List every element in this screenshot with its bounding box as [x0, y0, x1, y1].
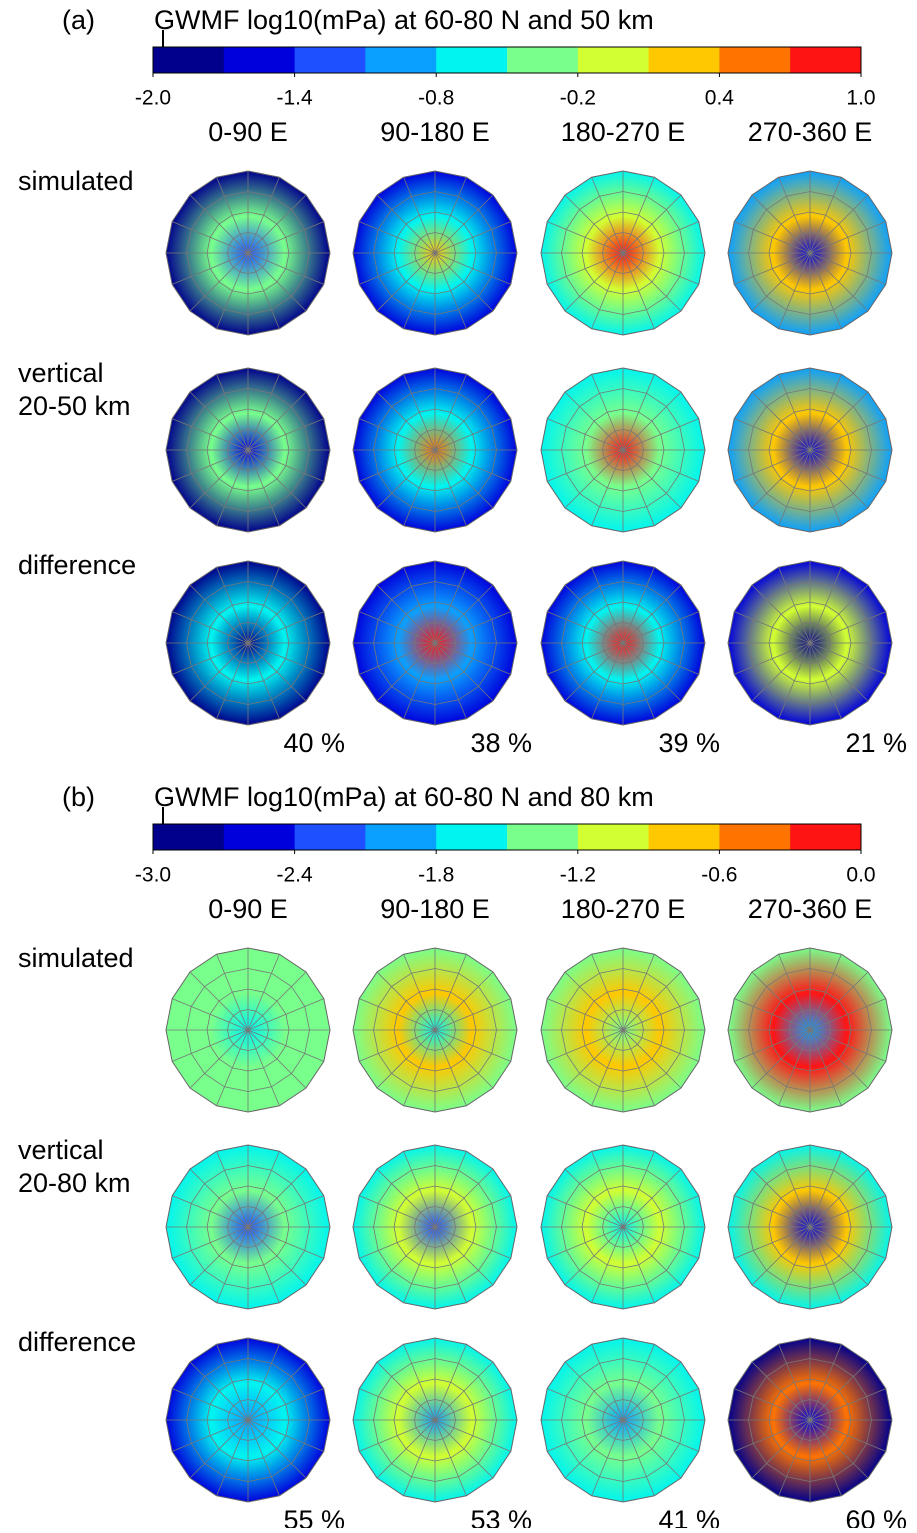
colorbar-tick-label: 0.4	[705, 87, 735, 110]
column-header: 0-90 E	[208, 117, 288, 147]
panel-label: (b)	[62, 782, 95, 812]
colorbar-tick-label: -0.2	[560, 87, 596, 110]
polar-spoke	[172, 418, 324, 482]
column-header: 270-360 E	[748, 894, 873, 924]
polar-spoke	[359, 998, 511, 1062]
percent-label: 60 %	[845, 1505, 907, 1528]
colorbar-swatch	[648, 47, 720, 73]
polar-spoke	[172, 221, 324, 285]
polar-spoke	[734, 221, 886, 285]
colorbar-swatch	[719, 47, 791, 73]
polar-spoke	[734, 1388, 886, 1452]
polar-spoke	[734, 1195, 886, 1259]
colorbar-swatch	[436, 824, 508, 850]
polar-spoke	[734, 611, 886, 675]
polar-spoke	[172, 998, 324, 1062]
row-label: simulated	[18, 166, 134, 196]
colorbar-tick-label: -2.0	[135, 87, 171, 110]
percent-label: 21 %	[845, 728, 907, 758]
row-label: simulated	[18, 943, 134, 973]
panel-title: GWMF log10(mPa) at 60-80 N and 50 km	[154, 5, 654, 35]
colorbar-swatch	[153, 47, 225, 73]
colorbar-swatch	[648, 824, 720, 850]
percent-label: 55 %	[283, 1505, 345, 1528]
colorbar-swatch	[223, 47, 296, 73]
colorbar-swatch	[365, 824, 437, 850]
row-label: vertical	[18, 1135, 104, 1165]
colorbar-frame	[152, 46, 862, 74]
percent-label: 53 %	[470, 1505, 532, 1528]
colorbar-swatch	[790, 47, 862, 73]
row-label: difference	[18, 550, 136, 580]
percent-label: 39 %	[658, 728, 720, 758]
polar-spoke	[359, 1388, 511, 1452]
row-label: 20-50 km	[18, 391, 131, 421]
colorbar-tick-label: -2.4	[277, 864, 314, 887]
colorbar-tick-label: -1.8	[418, 864, 454, 887]
colorbar-swatch	[294, 47, 366, 73]
colorbar-swatch	[790, 824, 862, 850]
colorbar-swatch	[507, 47, 579, 73]
colorbar-frame	[152, 823, 862, 851]
panel-title: GWMF log10(mPa) at 60-80 N and 80 km	[154, 782, 654, 812]
percent-label: 41 %	[658, 1505, 720, 1528]
column-header: 180-270 E	[561, 894, 686, 924]
colorbar-tick-label: -3.0	[135, 864, 171, 887]
colorbar-swatch	[577, 47, 650, 73]
colorbar-swatch	[719, 824, 791, 850]
polar-spoke	[547, 998, 699, 1062]
polar-spoke	[547, 1388, 699, 1452]
polar-spoke	[734, 998, 886, 1062]
colorbar-tick-label: -1.4	[277, 87, 314, 110]
colorbar-tick-label: 0.0	[846, 864, 875, 887]
column-header: 180-270 E	[561, 117, 686, 147]
colorbar-swatch	[153, 824, 225, 850]
colorbar-swatch	[507, 824, 579, 850]
colorbar-swatch	[365, 47, 437, 73]
colorbar-tick-label: -0.8	[418, 87, 454, 110]
polar-spoke	[547, 1195, 699, 1259]
polar-spoke	[734, 418, 886, 482]
polar-spoke	[547, 418, 699, 482]
column-header: 270-360 E	[748, 117, 873, 147]
colorbar-swatch	[223, 824, 296, 850]
colorbar-swatch	[294, 824, 366, 850]
percent-label: 38 %	[470, 728, 532, 758]
colorbar-tick-label: -0.6	[701, 864, 737, 887]
colorbar-swatch	[436, 47, 508, 73]
polar-spoke	[172, 1388, 324, 1452]
percent-label: 40 %	[283, 728, 345, 758]
row-label: 20-80 km	[18, 1168, 131, 1198]
polar-spoke	[359, 1195, 511, 1259]
polar-spoke	[359, 221, 511, 285]
colorbar-tick-label: -1.2	[560, 864, 596, 887]
colorbar-tick-label: 1.0	[846, 87, 875, 110]
row-label: vertical	[18, 358, 104, 388]
polar-spoke	[359, 418, 511, 482]
panel-label: (a)	[62, 5, 95, 35]
polar-spoke	[172, 611, 324, 675]
column-header: 90-180 E	[380, 117, 490, 147]
polar-spoke	[547, 221, 699, 285]
polar-spoke	[359, 611, 511, 675]
column-header: 0-90 E	[208, 894, 288, 924]
row-label: difference	[18, 1327, 136, 1357]
polar-spoke	[172, 1195, 324, 1259]
column-header: 90-180 E	[380, 894, 490, 924]
polar-spoke	[547, 611, 699, 675]
colorbar-swatch	[577, 824, 650, 850]
